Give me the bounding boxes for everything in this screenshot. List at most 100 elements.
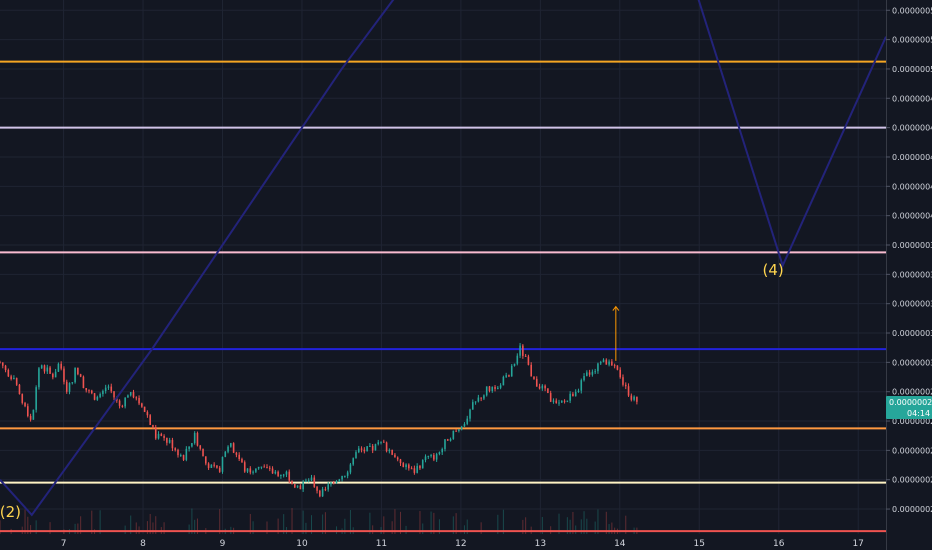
time-axis-tick-label: 15 — [694, 539, 705, 549]
candle-body — [591, 371, 594, 375]
volume-bar — [452, 516, 454, 534]
up-arrow-marker — [612, 305, 620, 361]
candle-body — [65, 381, 68, 392]
candle-body — [63, 368, 65, 382]
candle-body — [154, 427, 157, 439]
volume-bar — [91, 510, 93, 534]
volume-bar — [372, 525, 374, 534]
candle-body — [230, 443, 232, 447]
candle-body — [4, 365, 7, 370]
candle-body — [57, 363, 60, 372]
candle-body — [505, 375, 507, 377]
candle-body — [622, 377, 624, 385]
time-axis-tick-label: 17 — [852, 539, 863, 549]
candle-body — [616, 365, 619, 370]
volume-bar — [266, 521, 268, 534]
candle-body — [588, 372, 591, 375]
candle-body — [508, 375, 510, 377]
volume-bar — [324, 512, 326, 534]
price-axis-tick-label: 0.00000048 — [892, 94, 932, 103]
candle-body — [627, 386, 630, 396]
candle-body — [196, 432, 199, 446]
volume-bar — [463, 525, 465, 534]
candle-body — [168, 439, 171, 443]
volume-bar — [605, 511, 607, 534]
volume-bar — [480, 522, 482, 534]
candle-body — [430, 455, 432, 457]
volume-bar — [155, 516, 157, 534]
candle-body — [138, 397, 140, 404]
volume-bar — [310, 515, 312, 534]
candle-body — [513, 363, 516, 366]
candle-body — [205, 456, 207, 464]
candle-body — [363, 449, 366, 452]
candle-body — [102, 391, 104, 394]
candle-body — [433, 455, 435, 460]
candle-countdown: 04:14 — [907, 409, 930, 418]
candle-body — [24, 402, 26, 407]
candle-body — [135, 397, 138, 399]
candle-body — [77, 367, 79, 375]
candle-body — [516, 355, 519, 364]
candle-body — [424, 456, 427, 461]
volume-bar — [252, 521, 254, 534]
candle-body — [463, 423, 466, 427]
candle-body — [444, 439, 446, 449]
volume-bar — [77, 523, 79, 534]
candle-body — [346, 472, 349, 476]
candle-body — [52, 373, 54, 378]
candle-body — [332, 482, 335, 484]
candle-body — [580, 380, 583, 391]
candle-body — [488, 386, 491, 391]
candle-body — [338, 479, 341, 482]
candle-body — [574, 392, 577, 397]
candle-body — [555, 400, 558, 404]
candle-body — [257, 466, 260, 469]
time-axis-tick-label: 7 — [61, 539, 67, 549]
volume-bar — [625, 515, 627, 534]
candle-body — [538, 386, 541, 389]
candle-body — [502, 376, 505, 386]
candle-body — [419, 465, 421, 469]
candle-body — [171, 439, 174, 449]
candle-body — [530, 364, 533, 377]
candle-body — [510, 365, 513, 377]
price-axis-tick-label: 0.00000024 — [892, 446, 932, 455]
candle-body — [274, 471, 277, 474]
candle-body — [572, 393, 574, 397]
price-axis-ticks: 0.00000054 0.00000052 0.00000050 0.00000048… — [886, 6, 932, 514]
candle-body — [46, 367, 49, 372]
candle-body — [68, 382, 71, 392]
candle-body — [369, 445, 371, 447]
candle-body — [480, 397, 482, 399]
candle-body — [380, 441, 382, 443]
candle-body — [18, 384, 21, 395]
candle-body — [296, 485, 299, 488]
candle-body — [597, 363, 599, 372]
volume-bar — [302, 510, 304, 534]
price-axis-tick-label: 0.00000026 — [892, 417, 932, 426]
candle-body — [82, 376, 85, 389]
time-axis-tick-label: 11 — [376, 539, 387, 549]
price-axis-tick-label: 0.00000042 — [892, 182, 932, 191]
candle-body — [305, 480, 307, 483]
candle-body — [416, 465, 418, 473]
candle-body — [160, 433, 163, 436]
candle-body — [408, 464, 410, 469]
candle-body — [385, 442, 388, 452]
candle-body — [71, 382, 74, 384]
candle-body — [27, 406, 29, 417]
volume-bar — [27, 516, 29, 534]
price-axis[interactable] — [887, 0, 932, 550]
candle-body — [302, 482, 304, 490]
candle-body — [533, 376, 535, 379]
wave-path[interactable] — [0, 0, 887, 517]
current-price-badge-bg — [886, 396, 932, 419]
volume-bar — [405, 525, 407, 534]
candle-body — [497, 387, 499, 389]
candle-body — [435, 453, 438, 460]
horizontal-levels[interactable] — [0, 60, 886, 533]
volume-bar — [322, 514, 324, 534]
volume-bar — [597, 509, 599, 534]
